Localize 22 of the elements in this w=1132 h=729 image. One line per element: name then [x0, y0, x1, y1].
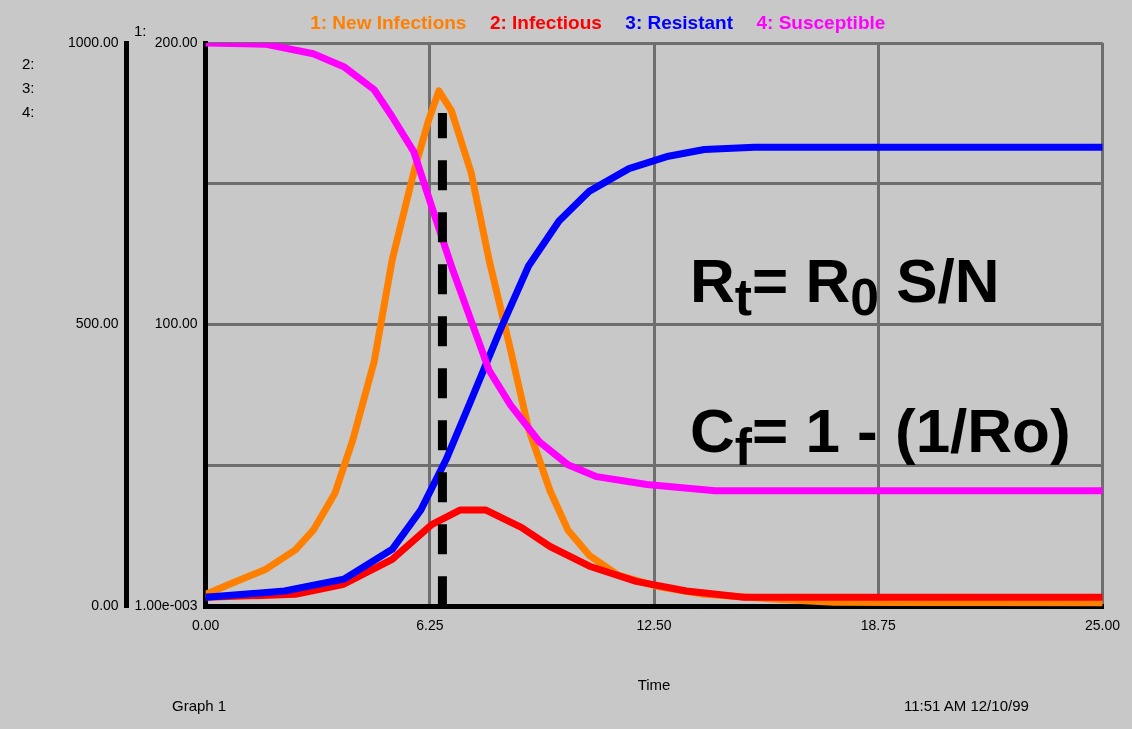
annotation: R$_{t}$= R$_{0}$ S/N [690, 246, 1000, 327]
y-tick-label: 200.00 [154, 33, 198, 50]
y2-axis-title: 2: 3: 4: [22, 54, 36, 122]
text: 1: New Infections [310, 11, 467, 33]
text: 4: Susceptible [756, 11, 886, 33]
y-tick-label: 100.00 [154, 315, 198, 332]
y2-tick-label: 0.00 [91, 597, 119, 614]
y-tick-label: 1.00e-003 [134, 597, 198, 614]
y2-tick-label: 500.00 [75, 315, 119, 332]
x-tick-label: 18.75 [860, 617, 896, 634]
caption: Graph 1 [172, 697, 227, 714]
text: 2: Infectious [489, 11, 602, 33]
text: 11:51 AM 12/10/99 [904, 697, 1029, 714]
x-tick-label: 25.00 [1084, 617, 1121, 634]
x-tick-label: 6.25 [416, 617, 444, 634]
text: 3: Resistant [625, 11, 734, 33]
y-axis-title: 1: [134, 22, 147, 39]
annotation: C$_{f}$= 1 - (1/Ro) [690, 396, 1071, 477]
y2-tick-label: 1000.00 [68, 33, 119, 50]
x-tick-label: 0.00 [192, 617, 220, 634]
x-axis-title: Time [637, 676, 671, 694]
x-tick-label: 12.50 [636, 617, 672, 634]
